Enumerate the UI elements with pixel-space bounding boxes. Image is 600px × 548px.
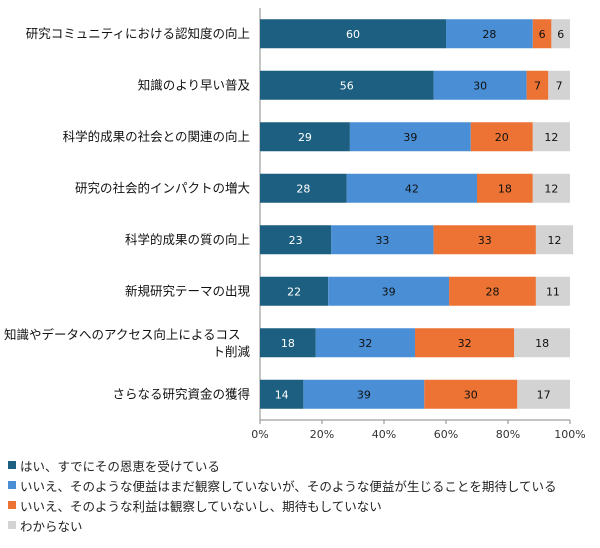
bar-segment (424, 379, 518, 409)
data-label: 6 (557, 28, 564, 41)
data-label: 56 (340, 79, 354, 92)
x-tick-label: 100% (554, 428, 585, 441)
bar-segment (477, 173, 533, 203)
x-tick-label: 60% (434, 428, 458, 441)
bar-segment (551, 19, 570, 49)
legend-swatch (8, 501, 16, 509)
data-label: 14 (275, 388, 289, 401)
data-label: 7 (534, 79, 541, 92)
data-label: 28 (296, 182, 310, 195)
data-label: 11 (546, 285, 560, 298)
bar-segment (415, 328, 515, 358)
data-label: 12 (544, 182, 558, 195)
data-label: 18 (281, 337, 295, 350)
data-label: 30 (464, 388, 478, 401)
data-label: 39 (382, 285, 396, 298)
data-label: 29 (298, 131, 312, 144)
bar-segment (535, 276, 570, 306)
legend-item: はい、すでにその恩恵を受けている (8, 455, 600, 475)
category-label: 科学的成果の社会との関連の向上 (63, 129, 250, 144)
bar-segment (328, 276, 450, 306)
bar-segment (260, 276, 329, 306)
data-label: 28 (486, 285, 500, 298)
bar-segment (260, 19, 446, 49)
data-label: 39 (357, 388, 371, 401)
bar-segment (260, 173, 347, 203)
data-label: 22 (287, 285, 301, 298)
legend-label: はい、すでにその恩恵を受けている (20, 458, 220, 474)
data-label: 30 (473, 79, 487, 92)
legend-swatch (8, 461, 16, 469)
category-label: 知識のより早い普及 (138, 77, 251, 92)
legend: はい、すでにその恩恵を受けているいいえ、そのような便益はまだ観察していないが、そ… (8, 455, 600, 535)
category-label: 科学的成果の質の向上 (125, 232, 250, 247)
x-tick-label: 20% (310, 428, 334, 441)
bar-segment (548, 70, 570, 100)
category-label: 研究コミュニティにおける認知度の向上 (26, 26, 250, 41)
data-label: 18 (498, 182, 512, 195)
data-label: 7 (556, 79, 563, 92)
data-label: 12 (548, 234, 562, 247)
data-label: 60 (346, 28, 360, 41)
category-label: 知識やデータへのアクセス向上によるコスト削減 (4, 327, 250, 359)
data-label: 20 (495, 131, 509, 144)
bar-segment (303, 379, 425, 409)
data-label: 33 (478, 234, 492, 247)
legend-label: いいえ、そのような利益は観察していないし、期待もしていない (20, 498, 382, 514)
bar-segment (526, 70, 549, 100)
legend-label: わからない (20, 518, 83, 534)
bar-segment (433, 225, 536, 255)
data-label: 23 (289, 234, 303, 247)
data-label: 17 (537, 388, 551, 401)
bar-segment (260, 379, 304, 409)
legend-swatch (8, 481, 16, 489)
data-label: 32 (458, 337, 472, 350)
stacked-bar-chart: 0% 20% 40% 60% 80% 100% 研究コミュニティにおける認知度の向上知識のよ… (4, 8, 586, 441)
data-label: 12 (544, 131, 558, 144)
legend-item: いいえ、そのような便益はまだ観察していないが、そのような便益が生じることを期待し… (8, 475, 600, 495)
bar-segment (532, 19, 552, 49)
bar-segment (532, 173, 570, 203)
bar-segment (331, 225, 434, 255)
bar-segment (260, 225, 332, 255)
category-label: さらなる研究資金の獲得 (112, 386, 250, 401)
bar-segment (433, 70, 527, 100)
data-label: 32 (358, 337, 372, 350)
bar-segment (260, 328, 316, 358)
bar-segment (260, 122, 350, 152)
legend-item: いいえ、そのような利益は観察していないし、期待もしていない (8, 495, 600, 515)
bar-segment (470, 122, 533, 152)
data-label: 28 (482, 28, 496, 41)
bar-segment (514, 328, 570, 358)
legend-swatch (8, 521, 16, 529)
data-label: 42 (405, 182, 419, 195)
bar-segment (349, 122, 471, 152)
bar-segment (535, 225, 574, 255)
data-label: 6 (539, 28, 546, 41)
legend-label: いいえ、そのような便益はまだ観察していないが、そのような便益が生じることを期待し… (20, 478, 557, 494)
x-tick-label: 0% (251, 428, 268, 441)
data-label: 33 (375, 234, 389, 247)
bar-segment (446, 19, 533, 49)
bar-segment (346, 173, 477, 203)
bar-segment (532, 122, 570, 152)
legend-item: わからない (8, 515, 600, 535)
bar-segment (449, 276, 536, 306)
x-tick-label: 40% (372, 428, 396, 441)
x-tick-label: 80% (496, 428, 520, 441)
bar-segment (260, 70, 434, 100)
data-label: 18 (535, 337, 549, 350)
bar-segment (315, 328, 415, 358)
category-label: 新規研究テーマの出現 (125, 283, 251, 298)
category-label: 研究の社会的インパクトの増大 (75, 180, 250, 195)
data-label: 39 (403, 131, 417, 144)
bar-segment (517, 379, 570, 409)
